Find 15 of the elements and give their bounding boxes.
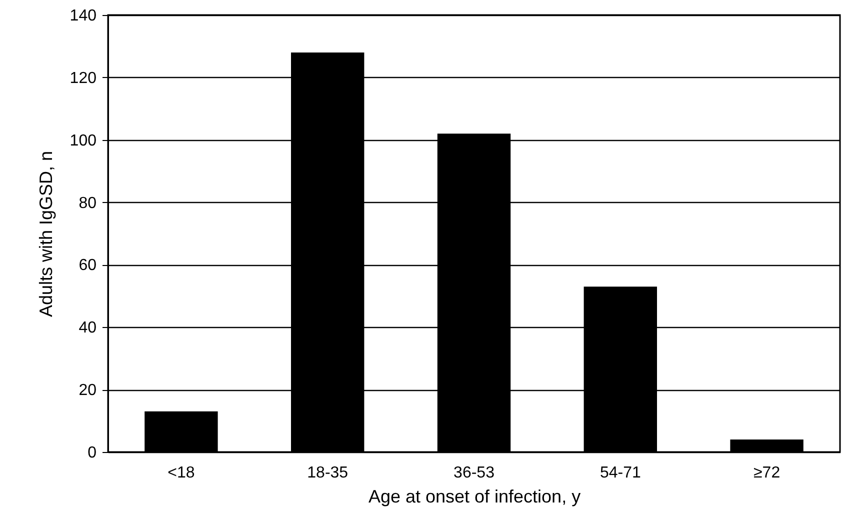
- x-tick-label: <18: [168, 464, 195, 482]
- x-tick-label: ≥72: [754, 464, 780, 482]
- y-tick-label: 100: [70, 132, 97, 150]
- y-tick-label: 120: [70, 70, 97, 87]
- y-axis-title: Adults with IgGSD, n: [36, 150, 56, 318]
- y-tick-label: 80: [78, 194, 97, 212]
- y-tick-label: 140: [70, 8, 97, 24]
- x-tick-label: 36-53: [454, 464, 495, 482]
- x-axis-title: Age at onset of infection, y: [368, 486, 581, 506]
- x-tick-label: 18-35: [307, 464, 348, 482]
- x-tick-label: 54-71: [600, 464, 641, 482]
- y-tick-label: 60: [78, 257, 97, 274]
- y-tick-label: 40: [78, 320, 97, 337]
- y-tick-label: 0: [88, 444, 97, 462]
- y-tick-label: 20: [78, 382, 97, 400]
